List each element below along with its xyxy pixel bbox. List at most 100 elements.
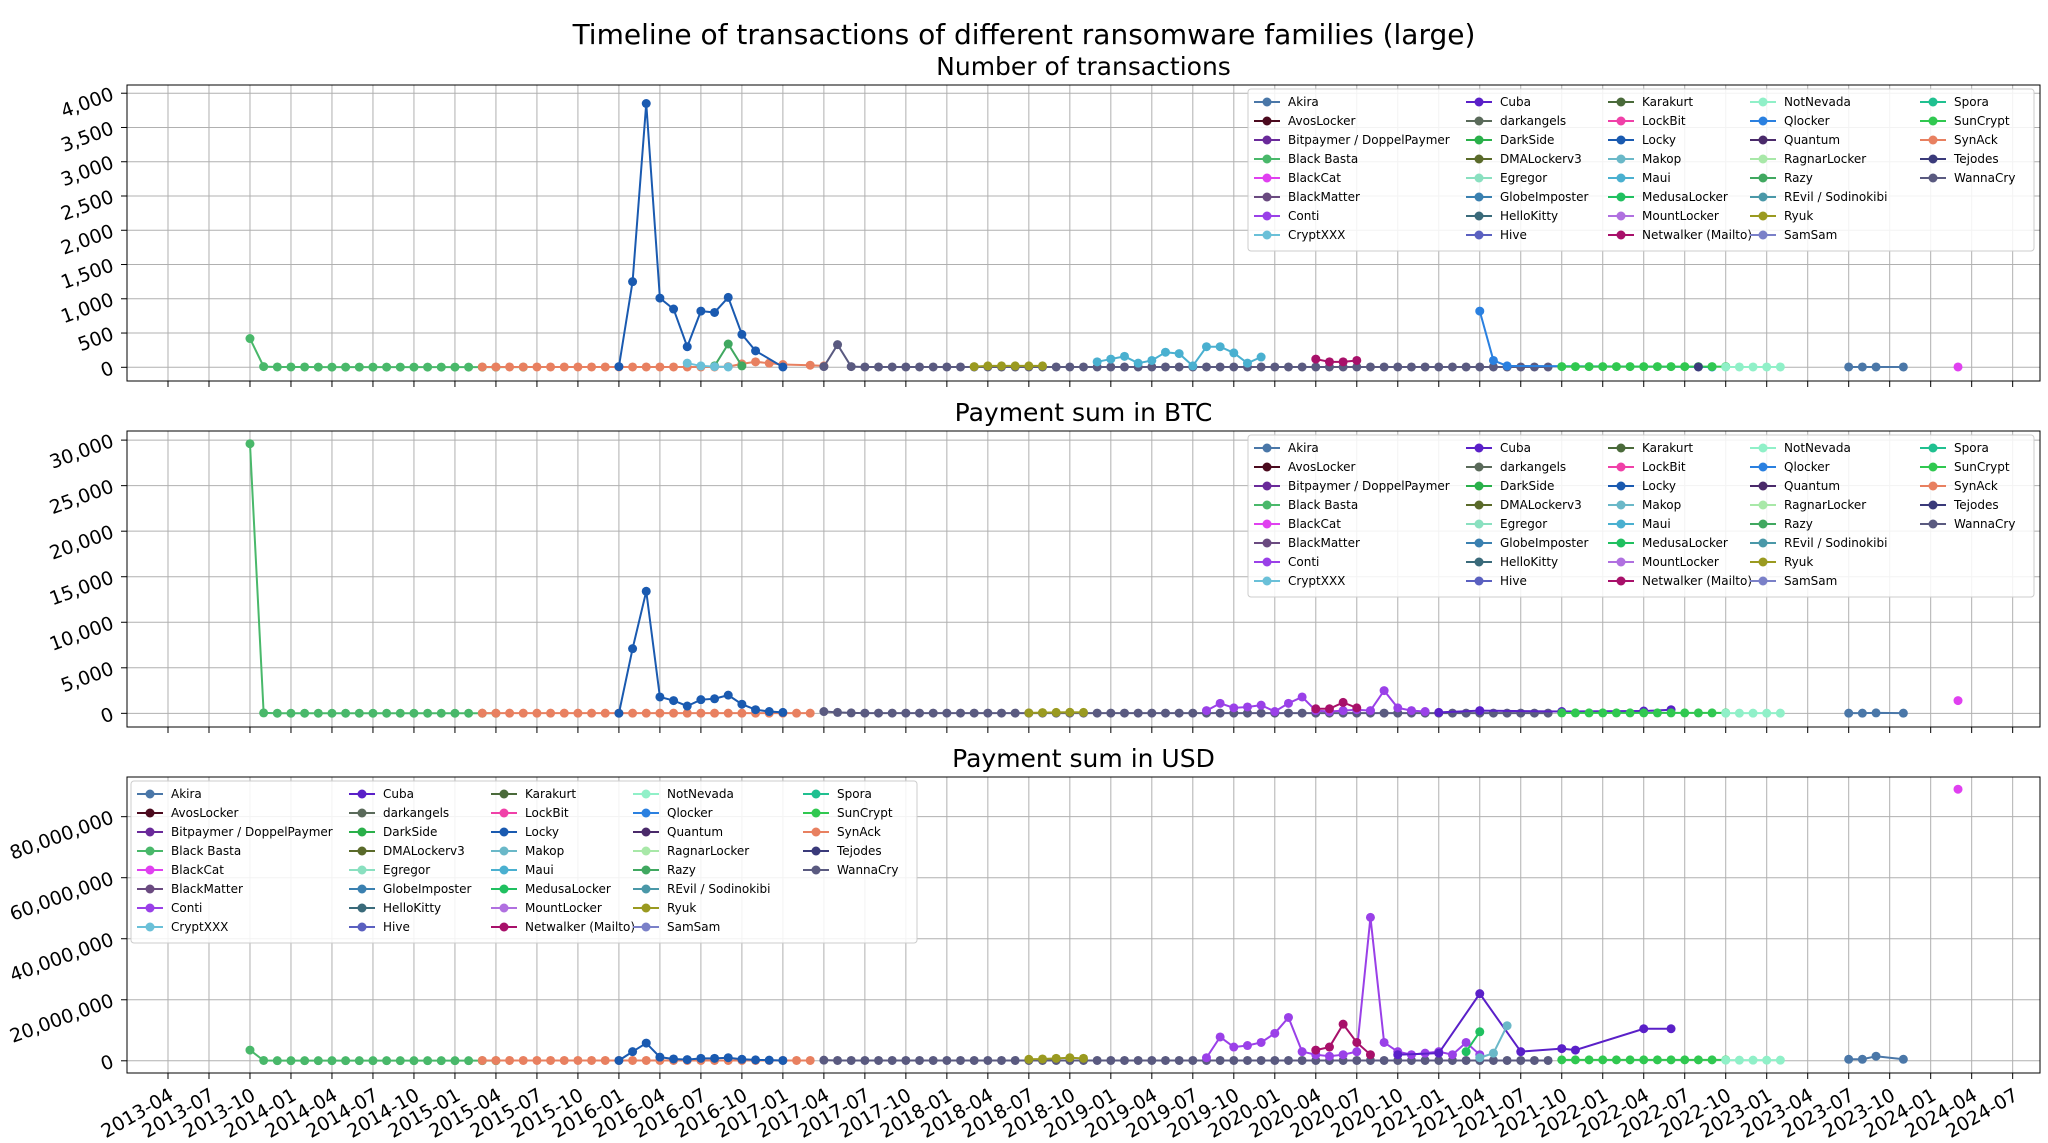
data-point: [723, 690, 733, 700]
legend-item: REvil / Sodinokibi: [1750, 536, 1887, 550]
legend-item: MedusaLocker: [1608, 190, 1728, 204]
data-point: [1024, 361, 1034, 371]
legend-item: Makop: [491, 844, 564, 858]
chart-title: Number of transactions: [936, 52, 1231, 81]
legend-swatch-marker: [1928, 97, 1938, 107]
data-point: [641, 1038, 651, 1048]
data-point: [805, 1055, 815, 1065]
legend-swatch-marker: [499, 903, 509, 913]
data-point: [573, 708, 583, 718]
data-point: [300, 708, 310, 718]
legend-swatch-marker: [641, 808, 651, 818]
legend-swatch-marker: [1262, 500, 1272, 510]
legend-label: AvosLocker: [1288, 114, 1356, 128]
data-point: [983, 1055, 993, 1065]
data-point: [1229, 348, 1239, 358]
legend-item: Akira: [1254, 441, 1319, 455]
legend-swatch-marker: [1928, 443, 1938, 453]
legend-swatch-marker: [1758, 230, 1768, 240]
data-point: [655, 293, 665, 303]
legend-swatch-marker: [1928, 481, 1938, 491]
legend-item: Quantum: [1750, 133, 1840, 147]
data-point: [956, 362, 966, 372]
y-tick-label: 25,000: [47, 476, 117, 519]
data-point: [1065, 1053, 1075, 1063]
data-point: [1844, 708, 1854, 718]
data-point: [1721, 708, 1731, 718]
legend-swatch-marker: [1474, 97, 1484, 107]
legend-swatch-marker: [357, 903, 367, 913]
legend-item: Tejodes: [1920, 498, 1999, 512]
legend-label: Bitpaymer / DoppelPaymer: [1288, 479, 1450, 493]
data-point: [1311, 362, 1321, 372]
data-point: [245, 1045, 255, 1055]
data-point: [1051, 1053, 1061, 1063]
legend-swatch-marker: [1758, 443, 1768, 453]
data-point: [1857, 1054, 1867, 1064]
data-point: [1625, 708, 1635, 718]
data-point: [300, 1056, 310, 1066]
legend-item: SynAck: [803, 825, 881, 839]
data-point: [354, 708, 364, 718]
data-point: [723, 339, 733, 349]
legend-item: Black Basta: [1254, 152, 1358, 166]
legend-label: Ryuk: [667, 901, 696, 915]
legend-label: BlackMatter: [1288, 536, 1360, 550]
legend-item: SunCrypt: [803, 806, 893, 820]
data-point: [1174, 708, 1184, 718]
data-point: [559, 362, 569, 372]
legend-label: darkangels: [383, 806, 449, 820]
legend-item: Razy: [633, 863, 696, 877]
legend-item: Karakurt: [491, 787, 576, 801]
legend-label: DMALockerv3: [1500, 498, 1582, 512]
data-point: [751, 357, 761, 367]
legend-item: MedusaLocker: [1608, 536, 1728, 550]
data-point: [628, 708, 638, 718]
series-notnevada: [1721, 708, 1785, 718]
legend-label: LockBit: [1642, 114, 1686, 128]
legend-label: Bitpaymer / DoppelPaymer: [1288, 133, 1450, 147]
data-point: [1174, 349, 1184, 359]
data-point: [1475, 1053, 1485, 1063]
data-point: [1283, 698, 1293, 708]
series-notnevada: [1721, 1055, 1785, 1065]
data-point: [778, 1055, 788, 1065]
legend-item: Makop: [1608, 498, 1681, 512]
legend-swatch-marker: [1262, 557, 1272, 567]
data-point: [1147, 708, 1157, 718]
data-point: [1666, 362, 1676, 372]
data-point: [682, 708, 692, 718]
data-point: [491, 1055, 501, 1065]
data-point: [928, 708, 938, 718]
legend-item: Quantum: [1750, 479, 1840, 493]
y-tick-label: 10,000: [47, 612, 117, 655]
legend-item: Conti: [1254, 555, 1319, 569]
legend-item: Maui: [1608, 517, 1671, 531]
legend-label: Black Basta: [1288, 152, 1358, 166]
data-point: [669, 362, 679, 372]
data-point: [1461, 1055, 1471, 1065]
legend-swatch-marker: [641, 865, 651, 875]
data-point: [1461, 1047, 1471, 1057]
legend-swatch-marker: [145, 827, 155, 837]
legend-item: HelloKitty: [349, 901, 441, 915]
data-point: [259, 362, 269, 372]
legend-label: HelloKitty: [383, 901, 441, 915]
data-point: [1133, 708, 1143, 718]
data-point: [395, 708, 405, 718]
series-line: [1315, 358, 1357, 363]
data-point: [942, 362, 952, 372]
data-point: [409, 362, 419, 372]
data-point: [901, 1055, 911, 1065]
legend-item: Ryuk: [1750, 555, 1813, 569]
data-point: [1201, 706, 1211, 716]
legend-label: SynAck: [1954, 479, 1998, 493]
data-point: [1775, 1055, 1785, 1065]
data-point: [1160, 708, 1170, 718]
axes-frame: [126, 430, 2041, 728]
legend-swatch-marker: [1474, 230, 1484, 240]
data-point: [1734, 362, 1744, 372]
legend-item: RagnarLocker: [1750, 152, 1866, 166]
legend-swatch-marker: [1474, 538, 1484, 548]
data-point: [1338, 697, 1348, 707]
